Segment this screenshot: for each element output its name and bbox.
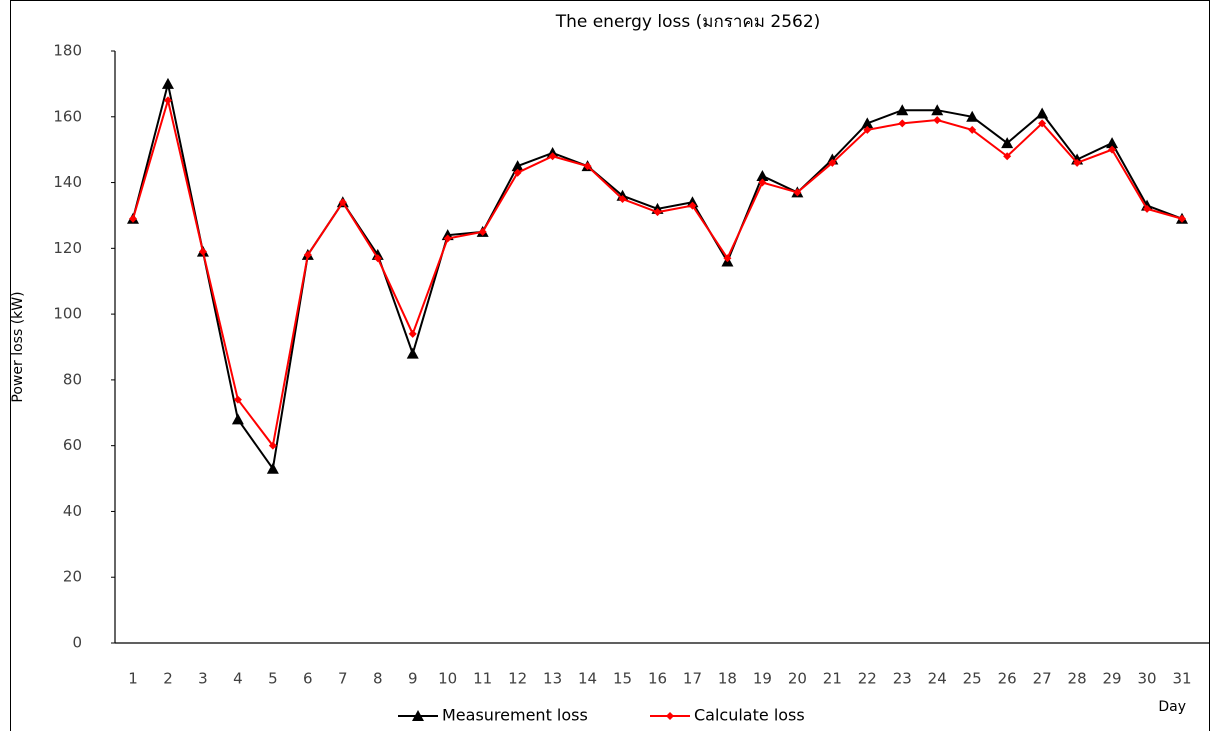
point [933,116,941,124]
y-tick-label: 0 [72,634,82,652]
x-tick-label: 21 [823,670,842,688]
x-tick-label: 4 [233,670,243,688]
x-tick-label: 20 [788,670,807,688]
y-tick-label: 60 [63,436,82,454]
x-tick-label: 26 [998,670,1017,688]
point [162,78,174,89]
point [407,348,419,359]
x-tick-label: 10 [438,670,457,688]
y-tick-label: 80 [63,370,82,388]
x-tick-label: 28 [1068,670,1087,688]
legend-marker [666,712,674,720]
x-tick-label: 16 [648,670,667,688]
point [898,119,906,127]
x-tick-label: 8 [373,670,383,688]
x-tick-label: 11 [473,670,492,688]
line [133,100,1182,445]
x-tick-label: 15 [613,670,632,688]
point [1036,107,1048,118]
x-tick-label: 14 [578,670,597,688]
y-tick-label: 180 [53,42,82,60]
frame [11,1,1210,731]
y-tick-label: 120 [53,239,82,257]
x-tick-label: 17 [683,670,702,688]
x-tick-label: 24 [928,670,947,688]
legend: Measurement loss Calculate loss [398,706,805,725]
series [129,96,1186,449]
x-tick-label: 5 [268,670,278,688]
x-tick-label: 30 [1137,670,1156,688]
x-tick-label: 27 [1033,670,1052,688]
legend-label: Calculate loss [694,706,805,725]
x-tick-label: 13 [543,670,562,688]
x-tick-label: 7 [338,670,348,688]
y-axis-title: Power loss (kW) [10,291,26,402]
line [133,84,1182,469]
x-axis-title: Day [1158,699,1186,715]
series [127,78,1188,474]
y-tick-label: 100 [53,305,82,323]
y-tick-label: 40 [63,502,82,520]
point [232,413,244,424]
y-tick-label: 160 [53,107,82,125]
x-tick-label: 23 [893,670,912,688]
x-tick-label: 12 [508,670,527,688]
x-tick-label: 2 [163,670,173,688]
x-tick-label: 31 [1172,670,1191,688]
x-tick-label: 6 [303,670,313,688]
y-tick-label: 140 [53,173,82,191]
x-tick-label: 1 [128,670,138,688]
x-tick-label: 19 [753,670,772,688]
x-tick-label: 22 [858,670,877,688]
x-tick-label: 25 [963,670,982,688]
legend-label: Measurement loss [442,706,588,725]
x-tick-label: 18 [718,670,737,688]
point [409,330,417,338]
chart-title: The energy loss (มกราคม 2562) [555,12,821,32]
x-tick-label: 9 [408,670,418,688]
chart: The energy loss (มกราคม 2562) Power loss… [0,0,1211,731]
x-tick-label: 29 [1103,670,1122,688]
x-tick-label: 3 [198,670,208,688]
y-tick-label: 20 [63,568,82,586]
